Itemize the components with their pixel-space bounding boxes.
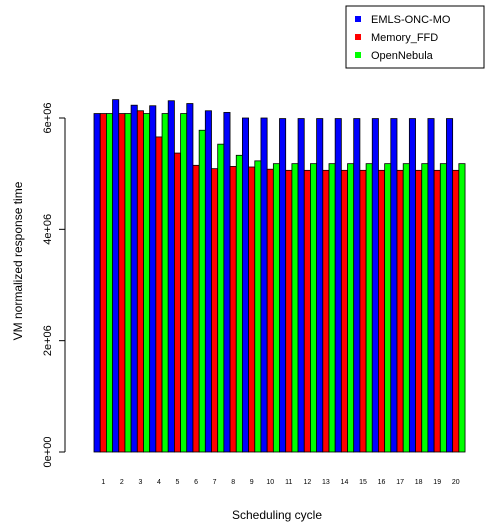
legend-swatch bbox=[355, 34, 361, 40]
bar-memory-ffd-cycle-12 bbox=[303, 169, 311, 453]
bar-memory-ffd-cycle-18 bbox=[415, 169, 423, 453]
bar-memory-ffd-cycle-2 bbox=[118, 113, 126, 453]
bar-emls-onc-mo-cycle-20 bbox=[446, 118, 454, 453]
x-tick-label: 14 bbox=[341, 479, 349, 486]
x-tick-label: 18 bbox=[415, 479, 423, 486]
bar-memory-ffd-cycle-13 bbox=[322, 169, 330, 453]
y-axis: 0e+00 2e+06 4e+06 6e+06 bbox=[42, 103, 66, 468]
x-tick-label: 19 bbox=[433, 479, 441, 486]
bar-memory-ffd-cycle-11 bbox=[285, 169, 293, 453]
legend-box bbox=[345, 5, 485, 69]
bar-emls-onc-mo-cycle-12 bbox=[297, 118, 305, 453]
y-axis-label: VM normalized response time bbox=[11, 181, 25, 340]
bar-emls-onc-mo-cycle-9 bbox=[241, 117, 249, 453]
bar-opennebula-cycle-19 bbox=[439, 163, 447, 453]
x-tick-label: 3 bbox=[138, 479, 142, 486]
x-tick-label: 9 bbox=[250, 479, 254, 486]
bar-opennebula-cycle-16 bbox=[384, 163, 392, 453]
x-tick-label: 12 bbox=[303, 479, 311, 486]
x-tick-labels: 1 2 3 4 5 6 7 8 9 10 11 12 13 14 15 16 17 18 19 20 bbox=[101, 479, 459, 486]
x-tick-label: 4 bbox=[157, 479, 161, 486]
bar-opennebula-cycle-6 bbox=[198, 129, 206, 453]
x-tick-label: 15 bbox=[359, 479, 367, 486]
legend-label: Memory_FFD bbox=[371, 32, 438, 44]
legend: EMLS-ONC-MO Memory_FFD OpenNebula bbox=[345, 5, 485, 69]
bar-opennebula-cycle-2 bbox=[124, 113, 132, 453]
bar-emls-onc-mo-cycle-1 bbox=[93, 113, 101, 453]
bar-emls-onc-mo-cycle-17 bbox=[390, 118, 398, 453]
bar-memory-ffd-cycle-9 bbox=[248, 166, 256, 453]
bar-memory-ffd-cycle-20 bbox=[452, 169, 460, 453]
bar-emls-onc-mo-cycle-11 bbox=[279, 118, 287, 453]
bar-opennebula-cycle-17 bbox=[402, 163, 410, 453]
bar-memory-ffd-cycle-7 bbox=[211, 168, 219, 453]
bar-emls-onc-mo-cycle-16 bbox=[371, 118, 379, 453]
bar-memory-ffd-cycle-8 bbox=[229, 166, 237, 453]
bar-memory-ffd-cycle-16 bbox=[378, 169, 386, 453]
bar-memory-ffd-cycle-15 bbox=[359, 169, 367, 453]
bar-emls-onc-mo-cycle-4 bbox=[149, 105, 157, 453]
bar-memory-ffd-cycle-6 bbox=[192, 164, 200, 453]
x-tick-label: 7 bbox=[213, 479, 217, 486]
bar-emls-onc-mo-cycle-10 bbox=[260, 117, 268, 453]
bar-opennebula-cycle-11 bbox=[291, 163, 299, 453]
bar-emls-onc-mo-cycle-7 bbox=[204, 110, 212, 453]
x-tick-label: 1 bbox=[101, 479, 105, 486]
bar-memory-ffd-cycle-1 bbox=[99, 113, 107, 453]
bar-memory-ffd-cycle-3 bbox=[136, 110, 144, 453]
y-tick-label: 2e+06 bbox=[42, 325, 54, 356]
bar-emls-onc-mo-cycle-15 bbox=[353, 118, 361, 453]
y-tick-label: 4e+06 bbox=[42, 214, 54, 245]
bar-emls-onc-mo-cycle-18 bbox=[408, 118, 416, 453]
x-tick-label: 2 bbox=[120, 479, 124, 486]
legend-swatch bbox=[355, 16, 361, 22]
bar-memory-ffd-cycle-4 bbox=[155, 136, 163, 453]
bar-opennebula-cycle-9 bbox=[254, 160, 262, 453]
bar-opennebula-cycle-8 bbox=[235, 154, 243, 453]
x-tick-label: 8 bbox=[231, 479, 235, 486]
x-tick-label: 20 bbox=[452, 479, 460, 486]
bar-opennebula-cycle-18 bbox=[421, 163, 429, 453]
bar-opennebula-cycle-3 bbox=[143, 113, 151, 453]
x-tick-label: 6 bbox=[194, 479, 198, 486]
bar-memory-ffd-cycle-19 bbox=[433, 169, 441, 453]
x-tick-label: 5 bbox=[176, 479, 180, 486]
bar-opennebula-cycle-7 bbox=[217, 143, 225, 453]
bar-emls-onc-mo-cycle-5 bbox=[167, 100, 175, 453]
bar-opennebula-cycle-20 bbox=[458, 163, 466, 453]
legend-label: EMLS-ONC-MO bbox=[371, 14, 451, 26]
y-tick-label: 0e+00 bbox=[42, 437, 54, 468]
bar-emls-onc-mo-cycle-6 bbox=[186, 103, 194, 453]
bars-group bbox=[93, 99, 466, 453]
bar-memory-ffd-cycle-5 bbox=[173, 152, 181, 453]
bar-opennebula-cycle-4 bbox=[161, 113, 169, 453]
bar-emls-onc-mo-cycle-14 bbox=[334, 118, 342, 453]
x-axis-label: Scheduling cycle bbox=[232, 508, 322, 522]
bar-emls-onc-mo-cycle-8 bbox=[223, 112, 231, 453]
bar-opennebula-cycle-13 bbox=[328, 163, 336, 453]
bar-emls-onc-mo-cycle-2 bbox=[112, 99, 120, 453]
bar-opennebula-cycle-15 bbox=[365, 163, 373, 453]
x-tick-label: 11 bbox=[285, 479, 292, 486]
bar-memory-ffd-cycle-10 bbox=[266, 168, 274, 453]
x-tick-label: 16 bbox=[378, 479, 386, 486]
x-tick-label: 10 bbox=[266, 479, 274, 486]
bar-opennebula-cycle-12 bbox=[310, 163, 318, 453]
bar-opennebula-cycle-14 bbox=[347, 163, 355, 453]
bar-memory-ffd-cycle-14 bbox=[340, 169, 348, 453]
bar-emls-onc-mo-cycle-19 bbox=[427, 118, 435, 453]
bar-opennebula-cycle-1 bbox=[106, 113, 114, 453]
bar-opennebula-cycle-5 bbox=[180, 113, 188, 453]
legend-swatch bbox=[355, 52, 361, 58]
bar-emls-onc-mo-cycle-13 bbox=[316, 118, 324, 453]
x-tick-label: 13 bbox=[322, 479, 330, 486]
legend-label: OpenNebula bbox=[371, 50, 434, 62]
y-tick-label: 6e+06 bbox=[42, 103, 54, 134]
bar-emls-onc-mo-cycle-3 bbox=[130, 104, 138, 453]
x-tick-label: 17 bbox=[396, 479, 404, 486]
bar-opennebula-cycle-10 bbox=[272, 163, 280, 453]
bar-memory-ffd-cycle-17 bbox=[396, 169, 404, 453]
